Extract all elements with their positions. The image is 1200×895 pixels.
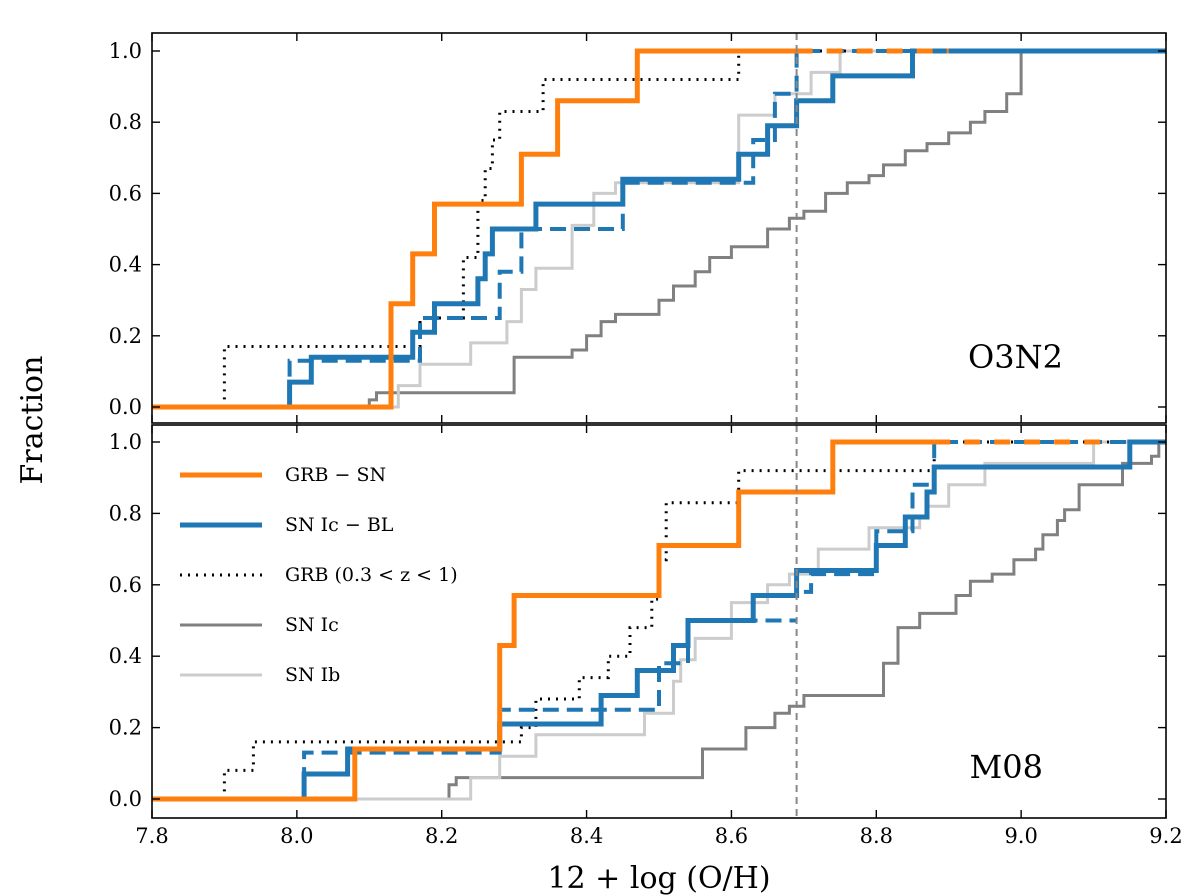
x-tick-label: 8.6 [715,824,748,848]
m08-y-tick-label: 0.8 [109,501,142,525]
m08-y-tick-label: 0.4 [109,644,142,668]
m08-series-grb-sn-6 [152,439,935,802]
panel-m08-frame [151,424,1167,819]
x-tick-label: 8.4 [570,824,603,848]
panel-label-o3n2: O3N2 [968,338,1063,376]
x-tick-label: 9.2 [1149,824,1182,848]
o3n2-y-tick-label: 0.2 [109,324,142,348]
o3n2-y-tick-label: 0.6 [109,181,142,205]
panel-o3n2-frame [151,32,1167,424]
legend-label-grb-0-3-z-1: GRB (0.3 < z < 1) [285,564,458,586]
o3n2-y-tick-label: 0.8 [109,110,142,134]
m08-series-sn-ic-bl-dashed-high-4 [803,440,1166,594]
panel-m08-y-axis: 0.0 0.2 0.4 0.6 0.8 1.0 [109,430,1166,811]
legend-label-sn-ic-bl: SN Ic − BL [285,514,394,536]
o3n2-series-sn-ib-1 [152,49,1166,409]
panel-o3n2-series [152,48,1166,410]
o3n2-series-grb-0-3-z-1-2 [152,49,1166,409]
legend-label-sn-ib: SN Ib [285,664,340,686]
x-tick-label: 9.0 [1004,824,1037,848]
x-axis-title: 12 + log (O/H) [547,861,770,895]
legend-label-grb-sn: GRB − SN [285,464,386,486]
o3n2-y-tick-label: 1.0 [109,39,142,63]
m08-y-tick-label: 0.6 [109,573,142,597]
panel-o3n2: 0.0 0.2 0.4 0.6 0.8 1.0 O3N2 [109,32,1167,424]
o3n2-series-sn-ic-bl-4 [152,48,1166,410]
panel-label-m08: M08 [970,748,1043,786]
o3n2-series-grb-sn-5 [152,48,797,410]
m08-series-sn-ic-0 [152,440,1166,801]
legend-label-sn-ic: SN Ic [285,614,339,636]
panel-m08: 0.0 0.2 0.4 0.6 0.8 1.0 7.8 8.0 8.2 8.4 8.6 8.8 9.0… [109,424,1183,848]
o3n2-series-sn-ic-0 [152,49,1166,409]
o3n2-y-tick-label: 0.0 [109,395,142,419]
m08-y-tick-label: 0.2 [109,716,142,740]
legend: GRB − SN SN Ic − BL GRB (0.3 < z < 1) SN Ic… [180,464,458,686]
x-tick-label: 7.8 [135,824,168,848]
o3n2-y-tick-label: 0.4 [109,253,142,277]
y-axis-title: Fraction [15,356,50,485]
x-tick-label: 8.0 [280,824,313,848]
m08-series-grb-0-3-z-1-2 [152,440,1166,801]
m08-y-tick-label: 1.0 [109,430,142,454]
panel-o3n2-y-axis: 0.0 0.2 0.4 0.6 0.8 1.0 [109,39,1166,419]
panel-m08-x-axis: 7.8 8.0 8.2 8.4 8.6 8.8 9.0 9.2 [135,425,1183,848]
panel-m08-series [152,439,1166,802]
o3n2-series-sn-ic-bl-dashed-3 [152,49,1166,409]
m08-series-sn-ic-bl-dashed-3 [152,618,797,801]
x-tick-label: 8.2 [425,824,458,848]
m08-y-tick-label: 0.0 [109,787,142,811]
x-tick-label: 8.8 [860,824,893,848]
